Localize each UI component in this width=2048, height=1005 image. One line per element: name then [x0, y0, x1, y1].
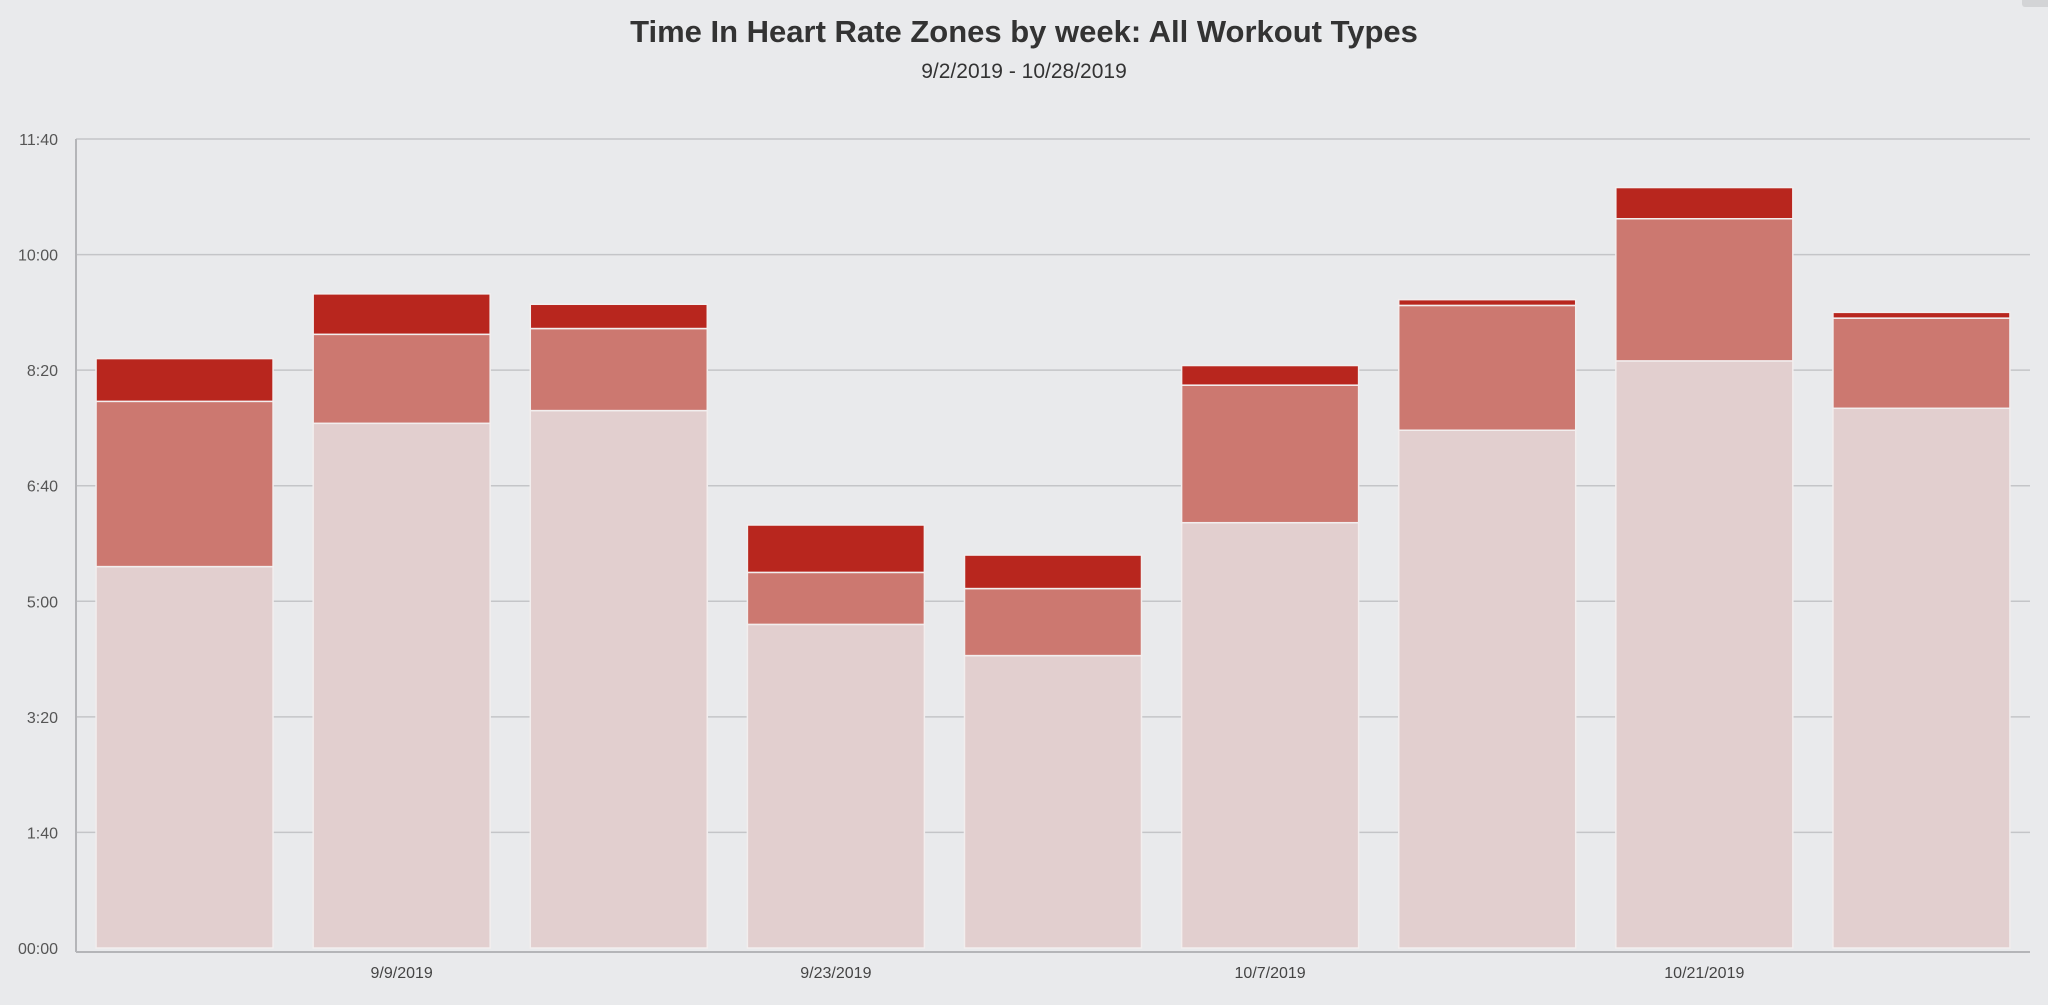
bar-segment[interactable] [95, 400, 274, 568]
bar-segment[interactable] [1397, 429, 1577, 949]
x-tick-label: 10/21/2019 [1664, 965, 1744, 982]
bar-series [95, 186, 2011, 949]
chart-title: Time In Heart Rate Zones by week: All Wo… [630, 14, 1418, 49]
bar-segment[interactable] [1180, 364, 1360, 386]
x-axis-tick-labels: 9/9/2019 9/23/2019 10/7/2019 10/21/2019 [371, 965, 1745, 982]
bar-segment[interactable] [529, 303, 709, 330]
y-tick-label: 3:20 [27, 710, 58, 727]
y-tick-label: 1:40 [27, 825, 58, 842]
y-tick-label: 8:20 [27, 363, 58, 380]
bar-segment[interactable] [1615, 360, 1794, 949]
bar-segment[interactable] [1615, 186, 1794, 220]
bar-segment[interactable] [312, 422, 491, 949]
bar-segment[interactable] [529, 327, 709, 412]
bar-segment[interactable] [95, 565, 274, 949]
bar-segment[interactable] [1180, 384, 1360, 524]
bar-segment[interactable] [1832, 407, 2011, 949]
y-tick-label: 11:40 [19, 132, 58, 149]
bar-segment[interactable] [746, 623, 926, 949]
bar-segment[interactable] [312, 293, 491, 336]
bar-segment[interactable] [312, 333, 491, 425]
bar-segment[interactable] [1832, 311, 2011, 319]
bar-segment[interactable] [746, 571, 926, 626]
y-tick-label: 5:00 [27, 594, 58, 611]
bar-segment[interactable] [529, 409, 709, 949]
y-tick-label: 6:40 [27, 479, 58, 496]
bar-segment[interactable] [963, 554, 1143, 590]
bar-segment[interactable] [1397, 298, 1577, 307]
y-axis-tick-labels: 00:00 1:40 3:20 5:00 6:40 8:20 10:00 11:40 [18, 132, 58, 958]
bar-segment[interactable] [963, 587, 1143, 657]
bar-segment[interactable] [746, 524, 926, 574]
bar-segment[interactable] [1180, 521, 1360, 949]
bar-segment[interactable] [95, 357, 274, 403]
axes [75, 139, 2030, 953]
x-tick-label: 9/9/2019 [371, 965, 433, 982]
chart-subtitle: 9/2/2019 - 10/28/2019 [921, 60, 1127, 83]
bar-segment[interactable] [1832, 317, 2011, 410]
y-tick-label: 00:00 [18, 941, 58, 958]
x-tick-label: 9/23/2019 [800, 965, 871, 982]
window-corner-handle [2022, 0, 2048, 7]
bar-segment[interactable] [1615, 217, 1794, 362]
x-tick-label: 10/7/2019 [1235, 965, 1306, 982]
bar-segment[interactable] [1397, 304, 1577, 431]
bar-segment[interactable] [963, 654, 1143, 949]
y-tick-label: 10:00 [18, 248, 58, 265]
